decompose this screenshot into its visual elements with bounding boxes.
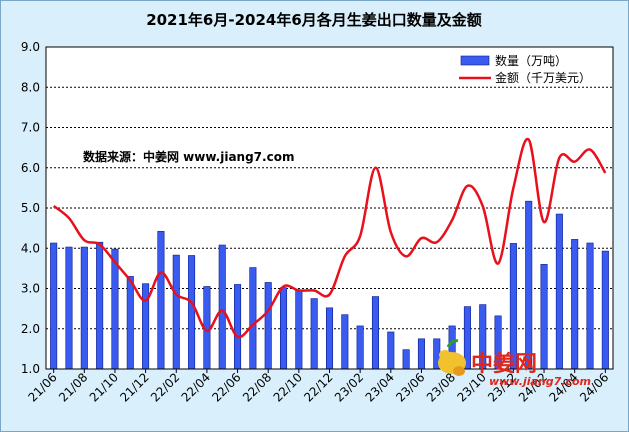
chart-title: 2021年6月-2024年6月各月生姜出口数量及金额 [146,11,482,29]
bar [555,213,563,370]
bar [188,255,196,370]
x-tick-label: 22/12 [301,370,335,404]
bar [540,264,548,370]
bar [325,307,334,370]
legend: 数量（万吨） 金额（千万美元） [459,53,591,85]
legend-bar-swatch [460,55,490,66]
bar [402,349,410,370]
x-tick-label: 22/10 [271,370,305,404]
y-tick-label: 2.0 [21,322,40,336]
y-tick-label: 3.0 [21,282,40,296]
bar [509,243,517,370]
bar [111,248,119,370]
bar [234,284,242,370]
bar [571,239,579,370]
watermark-url: www.jiang7.com [489,375,591,388]
bar [601,250,609,370]
bar [218,244,226,370]
bar [249,267,257,370]
x-tick-label: 22/04 [179,370,213,404]
x-tick-label: 23/04 [363,370,397,404]
y-tick-label: 7.0 [21,121,40,135]
y-tick-label: 6.0 [21,161,40,175]
y-tick-label: 5.0 [21,201,40,215]
y-tick-label: 1.0 [21,362,40,376]
bar [172,254,180,370]
bar [126,276,134,370]
y-tick-label: 8.0 [21,80,40,94]
bar [264,282,272,370]
y-axis: 1.0 2.0 3.0 4.0 5.0 6.0 7.0 8.0 9.0 [21,40,40,376]
x-tick-label: 21/08 [56,370,90,404]
bar [280,287,288,370]
legend-label-quantity: 数量（万吨） [495,53,567,68]
bar [65,246,73,370]
x-tick-label: 22/02 [148,370,182,404]
bar [295,290,303,370]
bar [50,242,58,370]
bar [417,338,425,370]
bar [341,314,349,370]
x-tick-label: 23/06 [393,370,427,404]
bar [310,298,318,370]
bar [586,242,594,370]
ginger-logo-icon [438,339,466,376]
bar [525,200,533,370]
bar [80,246,88,370]
bar [157,231,165,370]
watermark-text: 中姜网 [471,351,537,377]
legend-label-amount: 金额（千万美元） [495,70,591,85]
x-tick-label: 21/12 [117,370,151,404]
bar [387,331,395,370]
line-series [52,137,607,339]
x-tick-label: 22/06 [209,370,243,404]
bar [96,241,104,370]
watermark-logo: 中姜网 www.jiang7.com [438,339,591,388]
x-tick-label: 23/08 [424,370,458,404]
x-tick-label: 21/10 [87,370,121,404]
y-tick-label: 9.0 [21,40,40,54]
x-tick-label: 23/02 [332,370,366,404]
y-tick-label: 4.0 [21,241,40,255]
bar [371,296,379,370]
source-note: 数据来源：中姜网 www.jiang7.com [83,149,294,164]
x-tick-label: 22/08 [240,370,274,404]
bar [356,325,364,370]
